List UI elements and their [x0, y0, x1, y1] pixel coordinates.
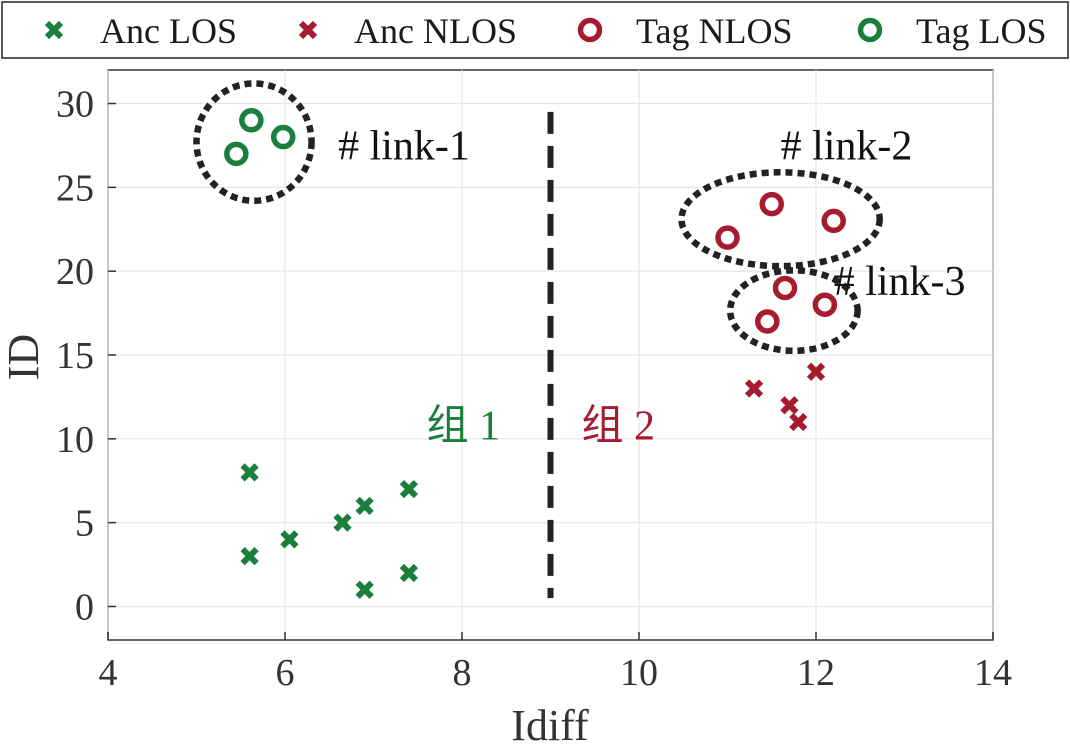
point-anc-los — [355, 580, 374, 599]
x-tick-label: 4 — [99, 652, 118, 694]
x-axis-ticks: 4 6 8 10 12 14 — [99, 632, 1012, 694]
point-anc-los — [280, 530, 299, 549]
x-axis-label: Idiff — [511, 701, 589, 750]
point-tag-los — [239, 108, 264, 133]
cluster-outline-link-3 — [726, 267, 861, 355]
legend-label-tag-nlos: Tag NLOS — [636, 11, 792, 51]
point-tag-los — [270, 124, 296, 150]
y-axis-ticks: 0 5 10 15 20 25 30 — [56, 84, 116, 628]
data-points — [224, 108, 846, 599]
point-anc-nlos — [806, 362, 826, 381]
point-anc-nlos — [780, 396, 799, 415]
cluster-outline-link-2 — [678, 169, 883, 270]
legend-marker-tag-los — [857, 17, 883, 43]
y-tick-label: 0 — [75, 586, 94, 628]
y-axis-label: ID — [0, 334, 48, 380]
cluster-outlines — [193, 80, 883, 355]
point-tag-nlos — [759, 191, 784, 217]
y-tick-label: 10 — [56, 419, 94, 461]
x-tick-label: 14 — [974, 652, 1012, 694]
x-tick-label: 6 — [276, 652, 295, 694]
x-tick-label: 12 — [797, 652, 835, 694]
legend-marker-anc-los — [44, 20, 64, 40]
point-tag-nlos — [821, 208, 846, 234]
point-tag-nlos — [812, 292, 838, 317]
point-anc-los — [399, 479, 419, 499]
annotation-link-3: # link-3 — [834, 259, 966, 305]
point-anc-los — [399, 563, 419, 583]
point-anc-los — [333, 513, 352, 532]
y-tick-label: 25 — [56, 167, 94, 209]
legend-label-tag-los: Tag LOS — [916, 11, 1046, 51]
annotations: # link-1 # link-2 # link-3 组 1 组 2 — [338, 123, 965, 449]
legend: Anc LOS Anc NLOS Tag NLOS Tag LOS — [1, 1, 1069, 59]
y-tick-label: 30 — [56, 84, 94, 126]
point-tag-los — [224, 141, 249, 167]
legend-label-anc-nlos: Anc NLOS — [354, 11, 517, 51]
point-anc-los — [240, 547, 259, 566]
annotation-group-1: 组 1 — [427, 403, 501, 449]
legend-label-anc-los: Anc LOS — [100, 11, 237, 51]
annotation-link-2: # link-2 — [781, 123, 913, 169]
annotation-link-1: # link-1 — [338, 123, 470, 169]
x-tick-label: 10 — [620, 652, 658, 694]
point-tag-nlos — [755, 309, 780, 334]
point-tag-nlos — [772, 275, 798, 301]
legend-marker-anc-nlos — [298, 20, 318, 40]
legend-marker-tag-nlos — [577, 17, 603, 43]
y-tick-label: 20 — [56, 251, 94, 293]
legend-box — [1, 1, 1069, 59]
point-anc-nlos — [744, 379, 764, 398]
point-tag-nlos — [715, 225, 740, 250]
x-tick-label: 8 — [453, 652, 472, 694]
point-anc-los — [355, 496, 374, 516]
annotation-group-2: 组 2 — [581, 403, 655, 449]
y-tick-label: 15 — [56, 335, 94, 377]
point-anc-los — [240, 463, 259, 482]
cluster-outline-link-1 — [193, 80, 315, 205]
point-anc-nlos — [789, 412, 808, 432]
y-tick-label: 5 — [75, 503, 94, 545]
